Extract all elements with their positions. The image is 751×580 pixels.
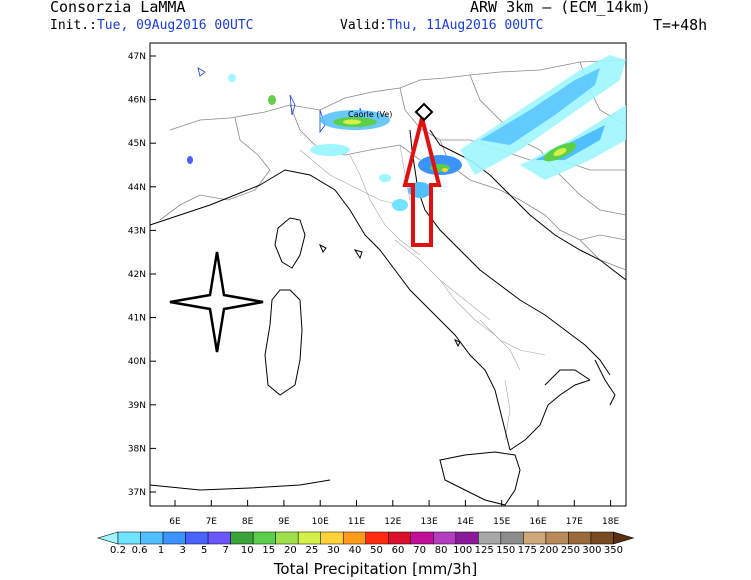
place-label: Caorle (Ve) <box>348 110 392 119</box>
org-title: Consorzia LaMMA <box>50 0 186 16</box>
colorbar-label: 80 <box>435 545 448 556</box>
lon-tick-label: 17E <box>566 517 583 527</box>
colorbar-swatch <box>342 531 366 545</box>
colorbar-right-triangle <box>613 531 635 545</box>
lat-tick-label: 40N <box>128 357 146 367</box>
colorbar-swatch <box>185 531 209 545</box>
lon-tick-label: 12E <box>384 517 401 527</box>
lon-tick-label: 14E <box>457 517 474 527</box>
lat-tick-label: 43N <box>128 226 146 236</box>
colorbar-swatch <box>140 531 164 545</box>
colorbar-title: Total Precipitation [mm/3h] <box>273 560 478 578</box>
valid-line: Valid:Thu, 11Aug2016 00UTC <box>340 18 544 33</box>
colorbar-swatch <box>275 531 299 545</box>
colorbar-swatch <box>320 531 344 545</box>
colorbar-swatch <box>230 531 254 545</box>
colorbar-swatch <box>568 531 592 545</box>
lat-tick-label: 45N <box>128 139 146 149</box>
colorbar-swatch <box>410 531 434 545</box>
colorbar-swatch <box>117 531 141 545</box>
colorbar-label: 60 <box>392 545 405 556</box>
colorbar-swatch <box>162 531 186 545</box>
colorbar-label: 0.6 <box>132 545 148 556</box>
colorbar-label: 150 <box>496 545 515 556</box>
colorbar-label: 30 <box>327 545 340 556</box>
colorbar-label: 5 <box>201 545 207 556</box>
lat-tick-label: 41N <box>128 314 146 324</box>
red-arrow <box>402 117 442 247</box>
lat-tick-label: 44N <box>128 183 146 193</box>
valid-label: Valid: <box>340 18 387 33</box>
latitude-axis: 47N 46N 45N 44N 43N 42N 41N 40N 39N 38N 37N <box>128 52 156 498</box>
colorbar: 0.2 0.6 1 3 5 7 10 15 20 25 30 40 50 60 70 80 100 125 150 1… <box>96 531 635 556</box>
lon-tick-label: 10E <box>312 517 329 527</box>
colorbar-label: 15 <box>262 545 275 556</box>
colorbar-label: 20 <box>284 545 297 556</box>
colorbar-label: 175 <box>518 545 537 556</box>
colorbar-swatch <box>433 531 457 545</box>
lead-time: T=+48h <box>653 16 708 34</box>
colorbar-swatch <box>388 531 412 545</box>
colorbar-label: 10 <box>241 545 254 556</box>
model-title: ARW 3km – (ECM_14km) <box>470 0 651 16</box>
lon-tick-label: 16E <box>529 517 546 527</box>
colorbar-swatch <box>523 531 547 545</box>
colorbar-swatch <box>545 531 569 545</box>
colorbar-label: 350 <box>604 545 623 556</box>
lat-tick-label: 42N <box>128 270 146 280</box>
colorbar-swatch <box>297 531 321 545</box>
lon-tick-label: 15E <box>493 517 510 527</box>
colorbar-label: 40 <box>349 545 362 556</box>
lat-tick-label: 47N <box>128 52 146 62</box>
lon-tick-label: 6E <box>169 517 181 527</box>
colorbar-label: 0.2 <box>110 545 126 556</box>
colorbar-label: 200 <box>539 545 558 556</box>
longitude-axis: 6E 7E 8E 9E 10E 11E 12E 13E 14E 15E 16E 17E 18E <box>169 500 619 527</box>
lon-tick-label: 18E <box>602 517 619 527</box>
colorbar-swatch <box>207 531 231 545</box>
lat-tick-label: 39N <box>128 401 146 411</box>
colorbar-label: 70 <box>413 545 426 556</box>
init-line: Init.:Tue, 09Aug2016 00UTC <box>50 18 254 33</box>
colorbar-label: 25 <box>306 545 319 556</box>
colorbar-swatch <box>478 531 502 545</box>
lon-tick-label: 9E <box>278 517 290 527</box>
colorbar-label: 1 <box>158 545 164 556</box>
colorbar-label: 3 <box>179 545 185 556</box>
colorbar-swatch <box>455 531 479 545</box>
colorbar-label: 125 <box>475 545 494 556</box>
precipitation-fields <box>187 55 626 211</box>
lat-tick-label: 46N <box>128 96 146 106</box>
colorbar-label: 300 <box>582 545 601 556</box>
colorbar-swatch <box>365 531 389 545</box>
lon-tick-label: 11E <box>348 517 365 527</box>
lat-tick-label: 37N <box>128 488 146 498</box>
valid-value: Thu, 11Aug2016 00UTC <box>386 18 544 33</box>
colorbar-label: 250 <box>561 545 580 556</box>
colorbar-swatch <box>590 531 614 545</box>
lat-tick-label: 38N <box>128 444 146 454</box>
colorbar-left-triangle <box>96 531 119 545</box>
lon-tick-label: 13E <box>421 517 438 527</box>
colorbar-swatch <box>500 531 524 545</box>
colorbar-label: 100 <box>453 545 472 556</box>
lon-tick-label: 7E <box>206 517 218 527</box>
init-value: Tue, 09Aug2016 00UTC <box>96 18 254 33</box>
lon-tick-label: 8E <box>242 517 254 527</box>
colorbar-label: 7 <box>223 545 229 556</box>
colorbar-label: 50 <box>370 545 383 556</box>
init-label: Init.: <box>50 18 97 33</box>
location-marker-icon <box>414 102 434 122</box>
four-point-star-icon <box>169 251 264 353</box>
colorbar-swatch <box>252 531 276 545</box>
